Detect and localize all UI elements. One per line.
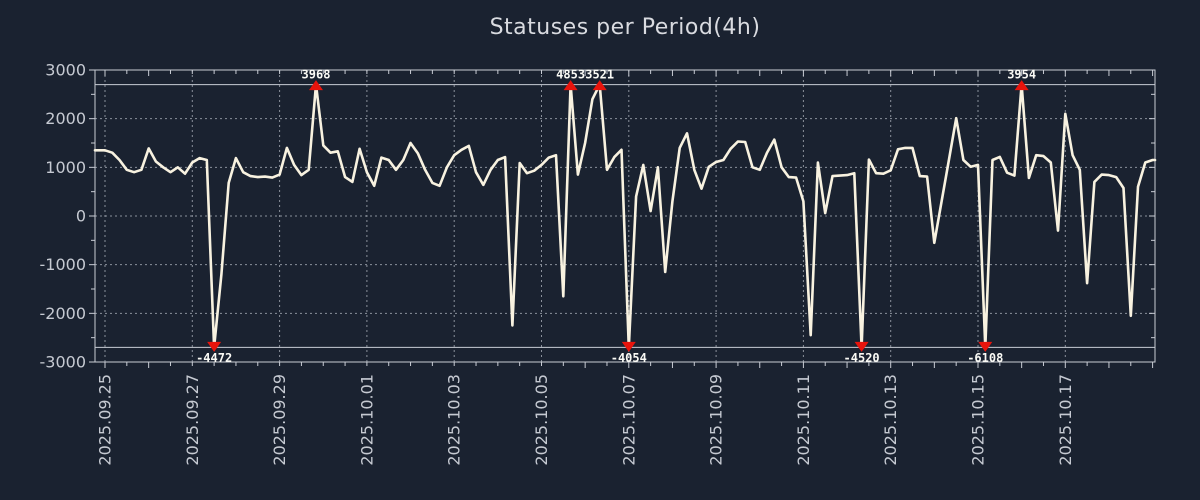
axis-ticks [89, 69, 1155, 368]
x-tick-label: 2025.10.11 [794, 374, 813, 466]
clipped-extreme-marker-icon [592, 80, 607, 91]
y-tick-label: -3000 [40, 353, 87, 372]
extreme-value-label: 3521 [585, 68, 614, 82]
y-tick-label: -1000 [40, 255, 87, 274]
x-tick-label: 2025.09.29 [270, 374, 289, 466]
clipped-extreme-marker-icon [1014, 80, 1029, 91]
extreme-value-label: 4853 [556, 68, 585, 82]
y-axis-labels: 3000 2000 1000 0 -1000 -2000 -3000 [40, 61, 87, 372]
x-tick-label: 2025.10.05 [532, 374, 551, 466]
x-tick-label: 2025.10.03 [445, 374, 464, 466]
x-tick-label: 2025.10.13 [881, 374, 900, 466]
y-tick-label: 3000 [45, 61, 86, 80]
x-tick-label: 2025.10.01 [357, 374, 376, 466]
clip-lines [95, 84, 1155, 348]
extreme-value-label: -6108 [967, 351, 1003, 365]
extreme-annotations: -4472 3968 4853 3521 -4054 -4520 -6108 3954 [196, 68, 1036, 365]
y-tick-label: 2000 [45, 109, 86, 128]
x-tick-label: 2025.10.17 [1056, 374, 1075, 466]
clipped-extreme-marker-icon [563, 80, 578, 91]
clipped-extreme-marker-icon [308, 80, 323, 91]
x-tick-label: 2025.09.25 [96, 374, 115, 466]
extreme-value-label: 3954 [1007, 68, 1036, 82]
x-tick-label: 2025.10.15 [969, 374, 988, 466]
clipped-extreme-marker-icon [854, 341, 869, 352]
chart-title: Statuses per Period(4h) [489, 15, 761, 40]
x-tick-label: 2025.10.07 [619, 374, 638, 466]
y-tick-label: -2000 [40, 304, 87, 323]
extreme-value-label: -4054 [611, 351, 647, 365]
extreme-value-label: -4472 [196, 351, 232, 365]
clipped-extreme-marker-icon [207, 341, 222, 352]
x-tick-label: 2025.09.27 [183, 374, 202, 466]
clipped-extreme-marker-icon [978, 341, 993, 352]
x-tick-label: 2025.10.09 [707, 374, 726, 466]
y-tick-label: 0 [76, 207, 86, 226]
extreme-value-label: 3968 [302, 68, 331, 82]
extreme-value-label: -4520 [844, 351, 880, 365]
y-tick-label: 1000 [45, 158, 86, 177]
clipped-extreme-marker-icon [621, 341, 636, 352]
x-axis-labels: 2025.09.25 2025.09.27 2025.09.29 2025.10.01… [96, 374, 1075, 466]
